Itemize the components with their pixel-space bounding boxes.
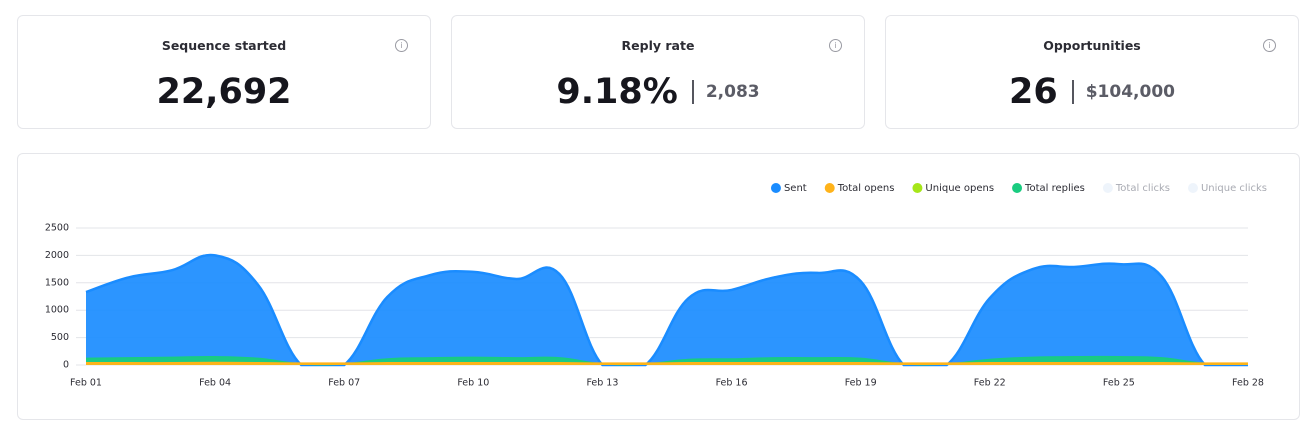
x-tick-label: Feb 25	[1103, 378, 1135, 389]
chart-card	[17, 153, 1300, 420]
stat-card: Sequence started i 22,692	[17, 15, 431, 129]
stat-title: Sequence started	[161, 38, 287, 53]
stat-row: 26 $104,000	[886, 72, 1298, 112]
y-tick-label: 1000	[45, 305, 69, 316]
separator	[691, 80, 694, 104]
info-icon[interactable]: i	[829, 39, 842, 52]
stat-card: Reply rate i 9.18% 2,083	[451, 15, 865, 129]
separator	[1071, 80, 1074, 104]
info-icon[interactable]: i	[1263, 39, 1276, 52]
stat-value: 26	[1009, 72, 1058, 112]
stat-value: 9.18%	[556, 72, 678, 112]
stat-value: 22,692	[156, 72, 292, 112]
legend-swatch[interactable]	[824, 183, 835, 193]
stat-title: Opportunities	[1043, 38, 1141, 53]
legend-label[interactable]: Total replies	[1024, 183, 1085, 194]
legend-label[interactable]: Total clicks	[1115, 183, 1170, 194]
legend-swatch[interactable]	[912, 183, 923, 193]
y-tick-label: 0	[63, 360, 69, 371]
y-tick-label: 2500	[45, 223, 69, 234]
info-icon[interactable]: i	[395, 39, 408, 52]
legend-swatch[interactable]	[1102, 183, 1113, 193]
stat-card: Opportunities i 26 $104,000	[885, 15, 1299, 129]
x-tick-label: Feb 13	[586, 378, 618, 389]
legend-label[interactable]: Total opens	[837, 183, 895, 194]
x-tick-label: Feb 01	[70, 378, 102, 389]
legend-label[interactable]: Unique clicks	[1201, 183, 1267, 194]
legend-swatch[interactable]	[1187, 183, 1198, 193]
x-tick-label: Feb 04	[199, 378, 231, 389]
legend-label[interactable]: Sent	[784, 183, 807, 194]
x-tick-label: Feb 19	[845, 378, 877, 389]
y-tick-label: 500	[51, 332, 69, 343]
x-tick-label: Feb 10	[457, 378, 489, 389]
line	[85, 361, 1249, 364]
line	[85, 355, 1249, 366]
y-tick-label: 2000	[45, 250, 69, 261]
area	[86, 254, 1248, 365]
stat-row: 9.18% 2,083	[452, 72, 864, 112]
line	[85, 253, 1248, 367]
y-tick-label: 1500	[45, 277, 69, 288]
x-tick-label: Feb 07	[328, 378, 360, 389]
legend-label[interactable]: Unique opens	[925, 183, 994, 194]
legend-swatch[interactable]	[1012, 183, 1023, 193]
x-tick-label: Feb 28	[1232, 378, 1264, 389]
stat-row: 22,692	[18, 72, 430, 112]
x-tick-label: Feb 22	[974, 378, 1006, 389]
x-tick-label: Feb 16	[716, 378, 748, 389]
stat-secondary: $104,000	[1085, 82, 1175, 102]
legend-swatch[interactable]	[770, 183, 781, 193]
stat-title: Reply rate	[621, 38, 695, 53]
stat-secondary: 2,083	[705, 82, 760, 102]
